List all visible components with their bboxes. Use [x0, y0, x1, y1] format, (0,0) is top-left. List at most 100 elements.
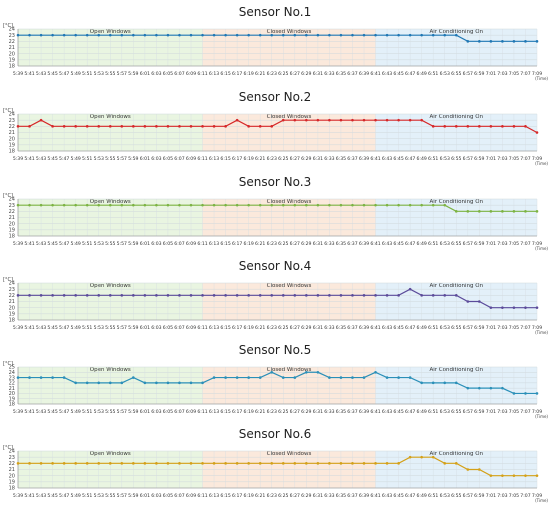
chart-panel-sensor-1: Open Windows Closed Windows Air Conditioni… — [0, 2, 550, 85]
data-point — [189, 125, 193, 128]
data-point — [74, 33, 77, 37]
y-tick-label: 21 — [9, 215, 15, 221]
data-point — [512, 40, 516, 43]
x-tick-label: 6:23 — [267, 241, 277, 247]
data-point — [535, 474, 539, 477]
data-point — [524, 474, 527, 477]
y-tick-label: 22 — [9, 39, 15, 45]
data-point — [51, 294, 54, 297]
data-point — [478, 468, 481, 471]
x-tick-label: 6:45 — [393, 325, 403, 331]
data-point — [74, 294, 77, 297]
x-tick-label: 6:55 — [451, 156, 461, 162]
data-point — [235, 376, 239, 379]
y-tick-label: 23 — [9, 203, 15, 209]
data-point — [258, 294, 262, 297]
x-tick-label: 6:23 — [267, 156, 277, 162]
y-tick-label: 18 — [9, 402, 15, 408]
x-tick-label: 5:57 — [117, 71, 127, 77]
data-point — [212, 33, 216, 37]
data-point — [132, 203, 135, 207]
data-point — [62, 33, 66, 37]
data-point — [108, 203, 112, 207]
data-point — [397, 376, 400, 379]
data-point — [524, 40, 527, 43]
data-point — [316, 462, 320, 465]
data-point — [143, 381, 147, 385]
chart-title: Sensor No.5 — [239, 343, 312, 357]
data-point — [166, 33, 170, 37]
series-line — [18, 204, 537, 212]
data-point — [443, 381, 447, 385]
y-tick-label: 19 — [9, 143, 15, 149]
x-tick-label: 6:23 — [267, 409, 277, 415]
data-point — [305, 118, 308, 122]
data-point — [178, 462, 181, 465]
data-point — [535, 40, 539, 43]
x-tick-label: 6:19 — [244, 241, 254, 247]
data-point — [189, 203, 193, 207]
x-axis-label: (Time) — [535, 498, 548, 503]
data-point — [431, 203, 435, 207]
x-tick-label: 6:59 — [474, 71, 484, 77]
y-tick-label: 22 — [9, 293, 15, 299]
x-tick-label: 6:51 — [428, 493, 438, 499]
data-point — [524, 306, 527, 309]
x-tick-label: 5:47 — [59, 409, 69, 415]
data-point — [258, 33, 262, 37]
x-tick-label: 6:21 — [255, 325, 265, 331]
x-tick-label: 6:19 — [244, 156, 254, 162]
x-tick-label: 6:01 — [140, 325, 150, 331]
x-tick-label: 5:53 — [94, 241, 104, 247]
x-tick-label: 5:45 — [47, 409, 57, 415]
x-tick-label: 6:51 — [428, 241, 438, 247]
data-point — [501, 386, 504, 390]
data-point — [374, 294, 377, 297]
x-tick-label: 6:47 — [405, 409, 415, 415]
data-point — [39, 376, 43, 379]
x-tick-label: 6:03 — [151, 241, 161, 247]
data-point — [385, 462, 389, 465]
data-point — [420, 294, 423, 297]
x-tick-label: 6:41 — [370, 493, 380, 499]
data-point — [374, 203, 377, 207]
x-tick-label: 6:01 — [140, 241, 150, 247]
x-tick-label: 5:39 — [13, 325, 23, 331]
x-tick-label: 7:01 — [486, 241, 496, 247]
x-tick-label: 5:47 — [59, 493, 69, 499]
x-tick-label: 6:47 — [405, 325, 415, 331]
x-tick-label: 6:27 — [290, 71, 300, 77]
x-tick-label: 7:05 — [509, 156, 519, 162]
x-tick-label: 6:49 — [417, 325, 427, 331]
data-point — [143, 33, 147, 37]
data-point — [201, 294, 204, 297]
data-point — [39, 203, 43, 207]
region-label: Air Conditioning On — [429, 451, 483, 457]
x-tick-label: 5:59 — [128, 241, 138, 247]
x-tick-label: 6:37 — [347, 493, 357, 499]
x-tick-label: 6:27 — [290, 156, 300, 162]
data-point — [97, 125, 101, 128]
series-line — [18, 456, 537, 477]
x-tick-label: 6:29 — [301, 493, 311, 499]
region-label: Air Conditioning On — [429, 367, 483, 373]
data-point — [431, 125, 435, 128]
x-tick-label: 6:41 — [370, 71, 380, 77]
x-tick-label: 6:29 — [301, 241, 311, 247]
x-tick-label: 6:25 — [278, 241, 288, 247]
data-point — [501, 40, 504, 43]
x-tick-label: 7:01 — [486, 156, 496, 162]
x-tick-label: 6:39 — [359, 493, 369, 499]
x-tick-label: 6:37 — [347, 325, 357, 331]
chart-title: Sensor No.4 — [239, 259, 312, 273]
data-point — [535, 210, 539, 213]
data-point — [258, 462, 262, 465]
data-point — [155, 462, 158, 465]
y-tick-label: 18 — [9, 486, 15, 492]
data-point — [39, 462, 43, 465]
data-point — [108, 381, 112, 385]
x-tick-label: 6:35 — [336, 71, 346, 77]
data-point — [270, 370, 274, 374]
x-tick-label: 5:41 — [24, 493, 34, 499]
data-point — [512, 306, 516, 309]
